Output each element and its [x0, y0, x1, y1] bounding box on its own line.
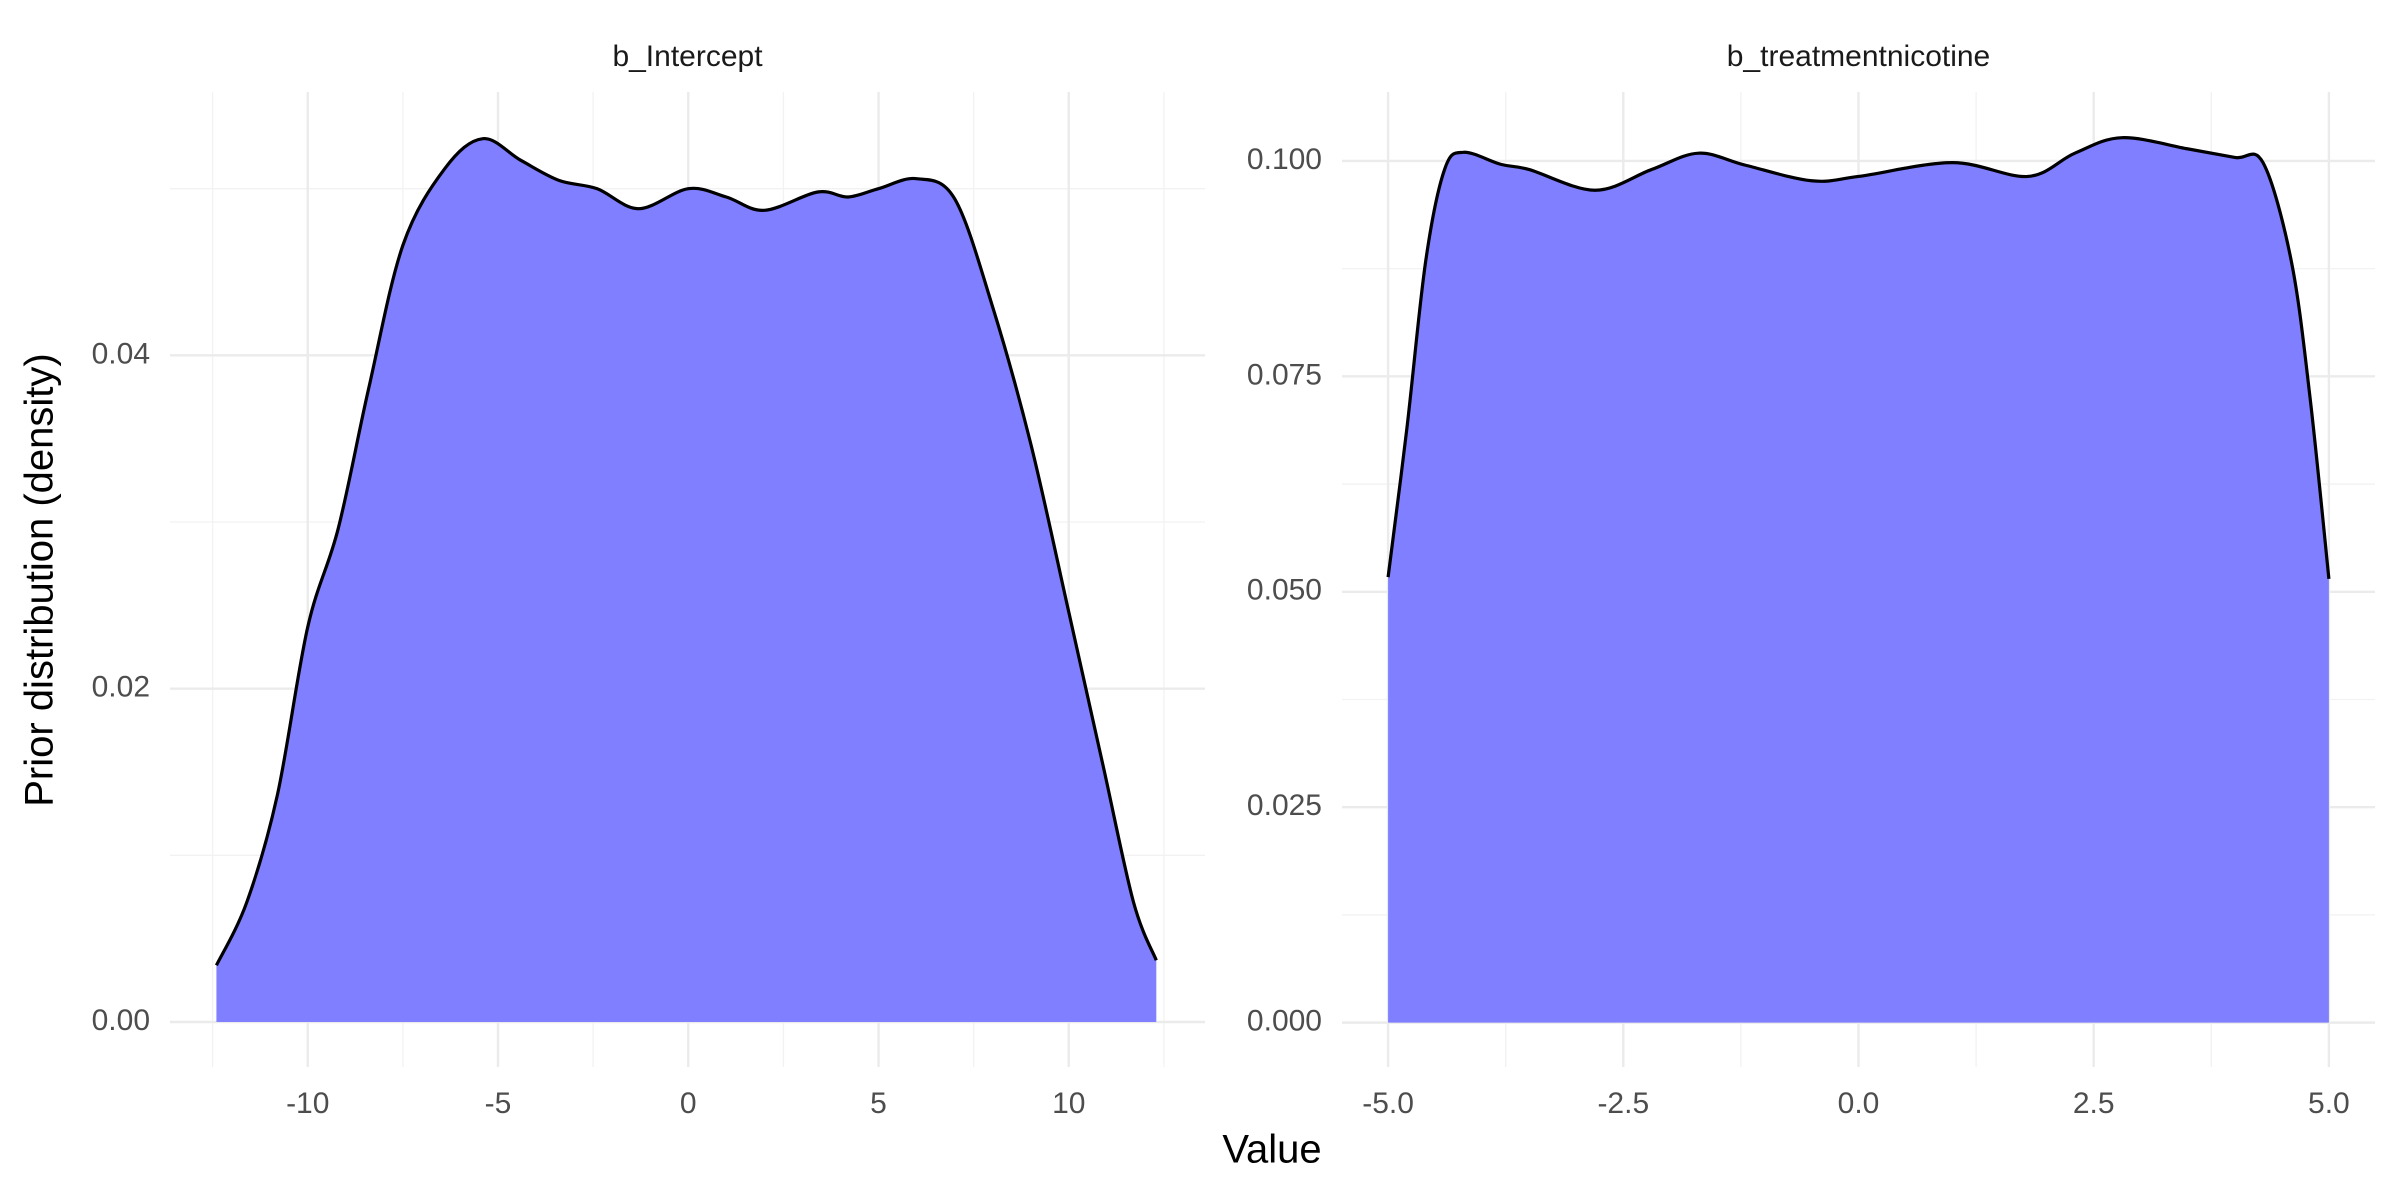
x-axis-title: Value [1222, 1128, 1321, 1172]
x-tick-label: -2.5 [1597, 1087, 1649, 1120]
x-tick-label: 0 [680, 1087, 697, 1120]
density-line [214, 137, 1158, 967]
density-area [1388, 137, 2329, 1023]
x-tick-label: 10 [1052, 1087, 1085, 1120]
y-tick-label: 0.02 [92, 671, 150, 704]
x-tick-label: -10 [286, 1087, 329, 1120]
x-tick-label: 5.0 [2308, 1087, 2350, 1120]
x-tick-label: -5 [485, 1087, 512, 1120]
x-tick-label: 0.0 [1838, 1087, 1880, 1120]
y-tick-label: 0.00 [92, 1004, 150, 1037]
y-tick-label: 0.050 [1247, 574, 1322, 607]
y-tick-label: 0.075 [1247, 358, 1322, 391]
y-tick-label: 0.100 [1247, 143, 1322, 176]
panel-title: b_Intercept [612, 40, 763, 73]
density-line [1386, 136, 2331, 580]
y-tick-label: 0.04 [92, 337, 150, 370]
x-tick-label: 2.5 [2073, 1087, 2115, 1120]
y-axis-title: Prior distribution (density) [18, 353, 62, 807]
y-tick-label: 0.000 [1247, 1005, 1322, 1038]
x-tick-label: -5.0 [1362, 1087, 1414, 1120]
density-area [216, 138, 1157, 1022]
y-tick-label: 0.025 [1247, 789, 1322, 822]
x-tick-label: 5 [870, 1087, 887, 1120]
panel-title: b_treatmentnicotine [1727, 40, 1991, 73]
